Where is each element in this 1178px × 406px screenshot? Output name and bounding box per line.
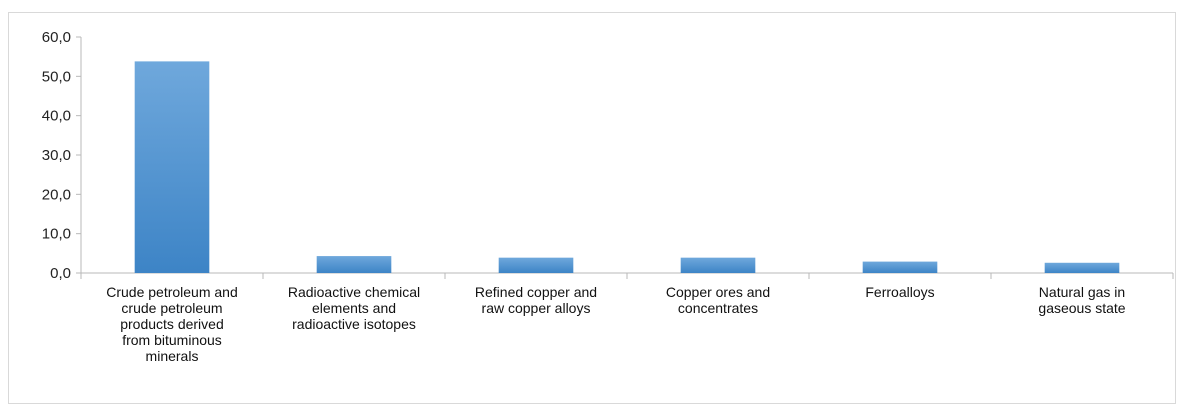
bar — [680, 257, 756, 273]
category-label: Ferroalloys — [865, 284, 934, 300]
category-label: Refined copper and raw copper alloys — [475, 284, 597, 316]
y-tick-label: 30,0 — [42, 147, 71, 164]
y-tick-label: 0,0 — [50, 265, 71, 282]
bar-chart: 0,0 10,0 20,0 30,0 40,0 50,0 60,0 Crude petrol… — [42, 29, 1174, 364]
bar — [316, 256, 392, 273]
chart-frame: 0,0 10,0 20,0 30,0 40,0 50,0 60,0 Crude petrol… — [8, 12, 1176, 404]
y-tick-label: 40,0 — [42, 108, 71, 125]
bar — [498, 257, 574, 273]
y-tick-label: 50,0 — [42, 68, 71, 85]
category-label: Copper ores and concentrates — [666, 284, 770, 316]
bar — [134, 61, 210, 274]
y-tick-label: 60,0 — [42, 29, 71, 46]
bar — [1044, 262, 1120, 273]
category-label: Radioactive chemical elements and radioact… — [288, 284, 420, 332]
y-tick-label: 20,0 — [42, 186, 71, 203]
category-label: Crude petroleum and crude petroleum produc… — [106, 284, 238, 364]
x-axis — [80, 272, 1174, 279]
bar — [862, 261, 938, 273]
y-axis: 0,0 10,0 20,0 30,0 40,0 50,0 60,0 — [42, 29, 82, 282]
bars — [134, 61, 1120, 274]
y-tick-label: 10,0 — [42, 226, 71, 243]
category-labels: Crude petroleum and crude petroleum produc… — [106, 284, 1126, 364]
category-label: Natural gas in gaseous state — [1038, 284, 1125, 316]
